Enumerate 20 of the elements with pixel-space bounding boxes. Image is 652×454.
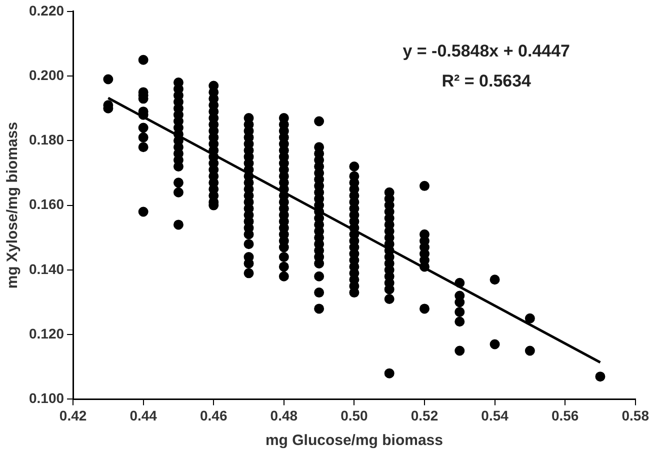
x-tick-label: 0.42 — [59, 407, 87, 424]
x-tick-label: 0.56 — [551, 407, 579, 424]
y-tick-label: 0.160 — [28, 196, 64, 212]
y-tick-label: 0.100 — [28, 390, 64, 406]
x-tick-label: 0.44 — [130, 407, 158, 424]
y-tick-label: 0.220 — [28, 2, 64, 18]
y-axis-title: mg Xylose/mg biomass — [4, 122, 22, 289]
x-tick-label: 0.58 — [622, 407, 650, 424]
x-tick-label: 0.48 — [270, 407, 298, 424]
x-axis-title: mg Glucose/mg biomass — [265, 432, 443, 450]
x-tick-label: 0.54 — [481, 407, 509, 424]
annotation: y = -0.5848x + 0.4447 — [402, 42, 570, 61]
y-tick-label: 0.140 — [28, 260, 64, 277]
y-tick-label: 0.120 — [28, 325, 64, 342]
x-tick-label: 0.46 — [200, 407, 228, 424]
y-tick-label: 0.200 — [28, 66, 64, 83]
annotation: R² = 0.5634 — [442, 72, 532, 91]
x-tick-label: 0.52 — [410, 407, 438, 424]
x-tick-label: 0.50 — [340, 407, 368, 424]
y-tick-label: 0.180 — [28, 132, 64, 148]
